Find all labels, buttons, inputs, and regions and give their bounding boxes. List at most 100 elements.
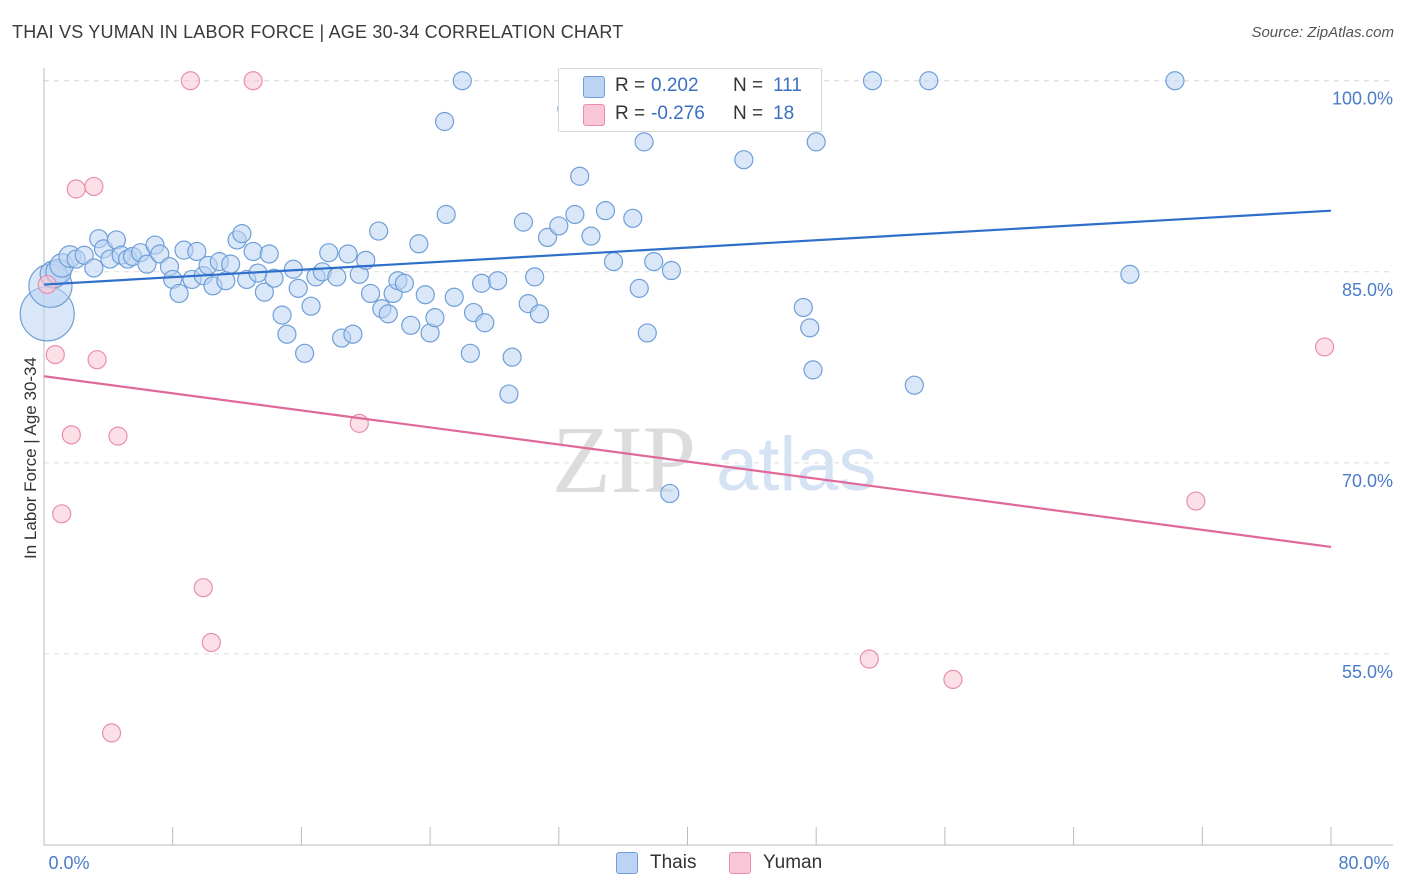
thai-point: [378, 304, 398, 324]
thai-point: [471, 273, 492, 293]
thai-point: [254, 282, 274, 302]
legend-swatch-thais: [616, 852, 638, 874]
thai-point: [919, 71, 939, 91]
thai-point: [806, 132, 826, 152]
thai-point: [319, 243, 339, 263]
thai-point: [488, 271, 508, 291]
x-tick-label: 0.0%: [48, 853, 89, 873]
thai-point: [264, 268, 284, 288]
thai-point: [637, 323, 657, 343]
thai-point: [800, 318, 820, 338]
thai-point: [513, 212, 534, 232]
yuman-point: [87, 350, 107, 370]
series-yuman: [37, 71, 1335, 743]
thai-point: [603, 252, 624, 272]
legend-row-thais: R = 0.202 N = 111: [559, 72, 821, 100]
source-label: Source: ZipAtlas.com: [1251, 24, 1394, 41]
thai-point: [1120, 264, 1140, 284]
yuman-point: [84, 176, 104, 197]
thai-point: [452, 71, 472, 91]
chart-title: THAI VS YUMAN IN LABOR FORCE | AGE 30-34…: [12, 22, 624, 42]
thai-point: [595, 201, 616, 221]
thai-point: [169, 283, 189, 304]
thai-point: [343, 324, 363, 344]
thai-point: [502, 347, 522, 367]
correlation-legend: R = 0.202 N = 111 R = -0.276 N = 18: [558, 68, 822, 132]
thai-point: [295, 343, 315, 363]
y-tick-label: 100.0%: [1332, 89, 1393, 109]
thai-point: [460, 343, 480, 363]
tick-labels: 55.0% 70.0% 85.0% 100.0% 0.0% 80.0%: [48, 89, 1393, 873]
thai-point: [221, 254, 241, 274]
series-legend: Thais Yuman: [0, 852, 1406, 878]
thai-point: [537, 227, 558, 248]
legend-row-yuman: R = -0.276 N = 18: [559, 100, 821, 128]
yuman-point: [193, 578, 213, 598]
yuman-point: [66, 179, 86, 199]
thai-trend-line: [43, 209, 1332, 286]
trend-lines: [43, 209, 1332, 549]
thai-point: [434, 111, 455, 132]
watermark: ZIP atlas: [552, 406, 877, 513]
yuman-point: [45, 344, 65, 365]
thai-point: [409, 234, 429, 254]
thai-point: [401, 315, 421, 335]
thai-point: [793, 297, 813, 318]
yuman-point: [943, 669, 963, 690]
thai-point: [232, 223, 252, 244]
thai-point: [338, 244, 358, 264]
yuman-point: [52, 504, 72, 524]
watermark-atlas: atlas: [716, 422, 877, 507]
thai-point: [259, 244, 279, 264]
thai-point: [629, 278, 649, 298]
yuman-point: [1314, 337, 1335, 357]
yuman-point: [180, 71, 200, 91]
thai-point: [150, 244, 170, 264]
thai-point: [862, 71, 883, 91]
thai-point: [369, 221, 389, 241]
x-tick-label: 80.0%: [1338, 853, 1389, 873]
gridlines: [44, 80, 1393, 655]
thai-point: [475, 313, 495, 333]
thai-point: [301, 296, 321, 316]
legend-n-label: N =: [733, 75, 764, 96]
thai-point: [549, 216, 569, 236]
thai-point: [623, 208, 643, 228]
thai-point: [570, 166, 590, 186]
thai-point: [634, 132, 654, 152]
thai-point: [734, 150, 754, 170]
legend-swatch-yuman: [729, 852, 751, 874]
yuman-point: [101, 723, 122, 743]
thai-point: [565, 204, 585, 225]
yuman-point: [1186, 491, 1206, 511]
thai-point: [581, 226, 601, 246]
yuman-trend-line: [43, 375, 1332, 549]
legend-item-thais[interactable]: Thais: [616, 852, 696, 874]
thai-point: [272, 305, 292, 325]
axes: [43, 68, 1393, 846]
thai-point: [360, 283, 381, 304]
thai-point: [661, 260, 682, 281]
thai-point: [436, 204, 456, 225]
legend-r-label: R =: [615, 75, 646, 96]
thai-point: [525, 267, 545, 287]
y-tick-label: 70.0%: [1342, 471, 1393, 491]
thai-point: [660, 483, 680, 504]
thai-point: [529, 304, 550, 324]
legend-r-value: 0.202: [651, 75, 699, 96]
thai-point: [243, 241, 263, 262]
thai-point: [84, 258, 104, 278]
legend-n-label: N =: [733, 103, 764, 124]
thai-point: [327, 267, 347, 287]
thai-point: [1165, 71, 1185, 91]
legend-item-yuman[interactable]: Yuman: [729, 852, 822, 874]
legend-swatch-thais: [583, 76, 605, 98]
thai-point: [425, 308, 445, 328]
y-axis-label: In Labor Force | Age 30-34: [21, 357, 40, 559]
thai-point: [74, 245, 94, 265]
thai-point: [277, 324, 297, 344]
yuman-point: [859, 649, 879, 669]
y-tick-label: 55.0%: [1342, 662, 1393, 682]
legend-label-yuman: Yuman: [763, 852, 823, 873]
